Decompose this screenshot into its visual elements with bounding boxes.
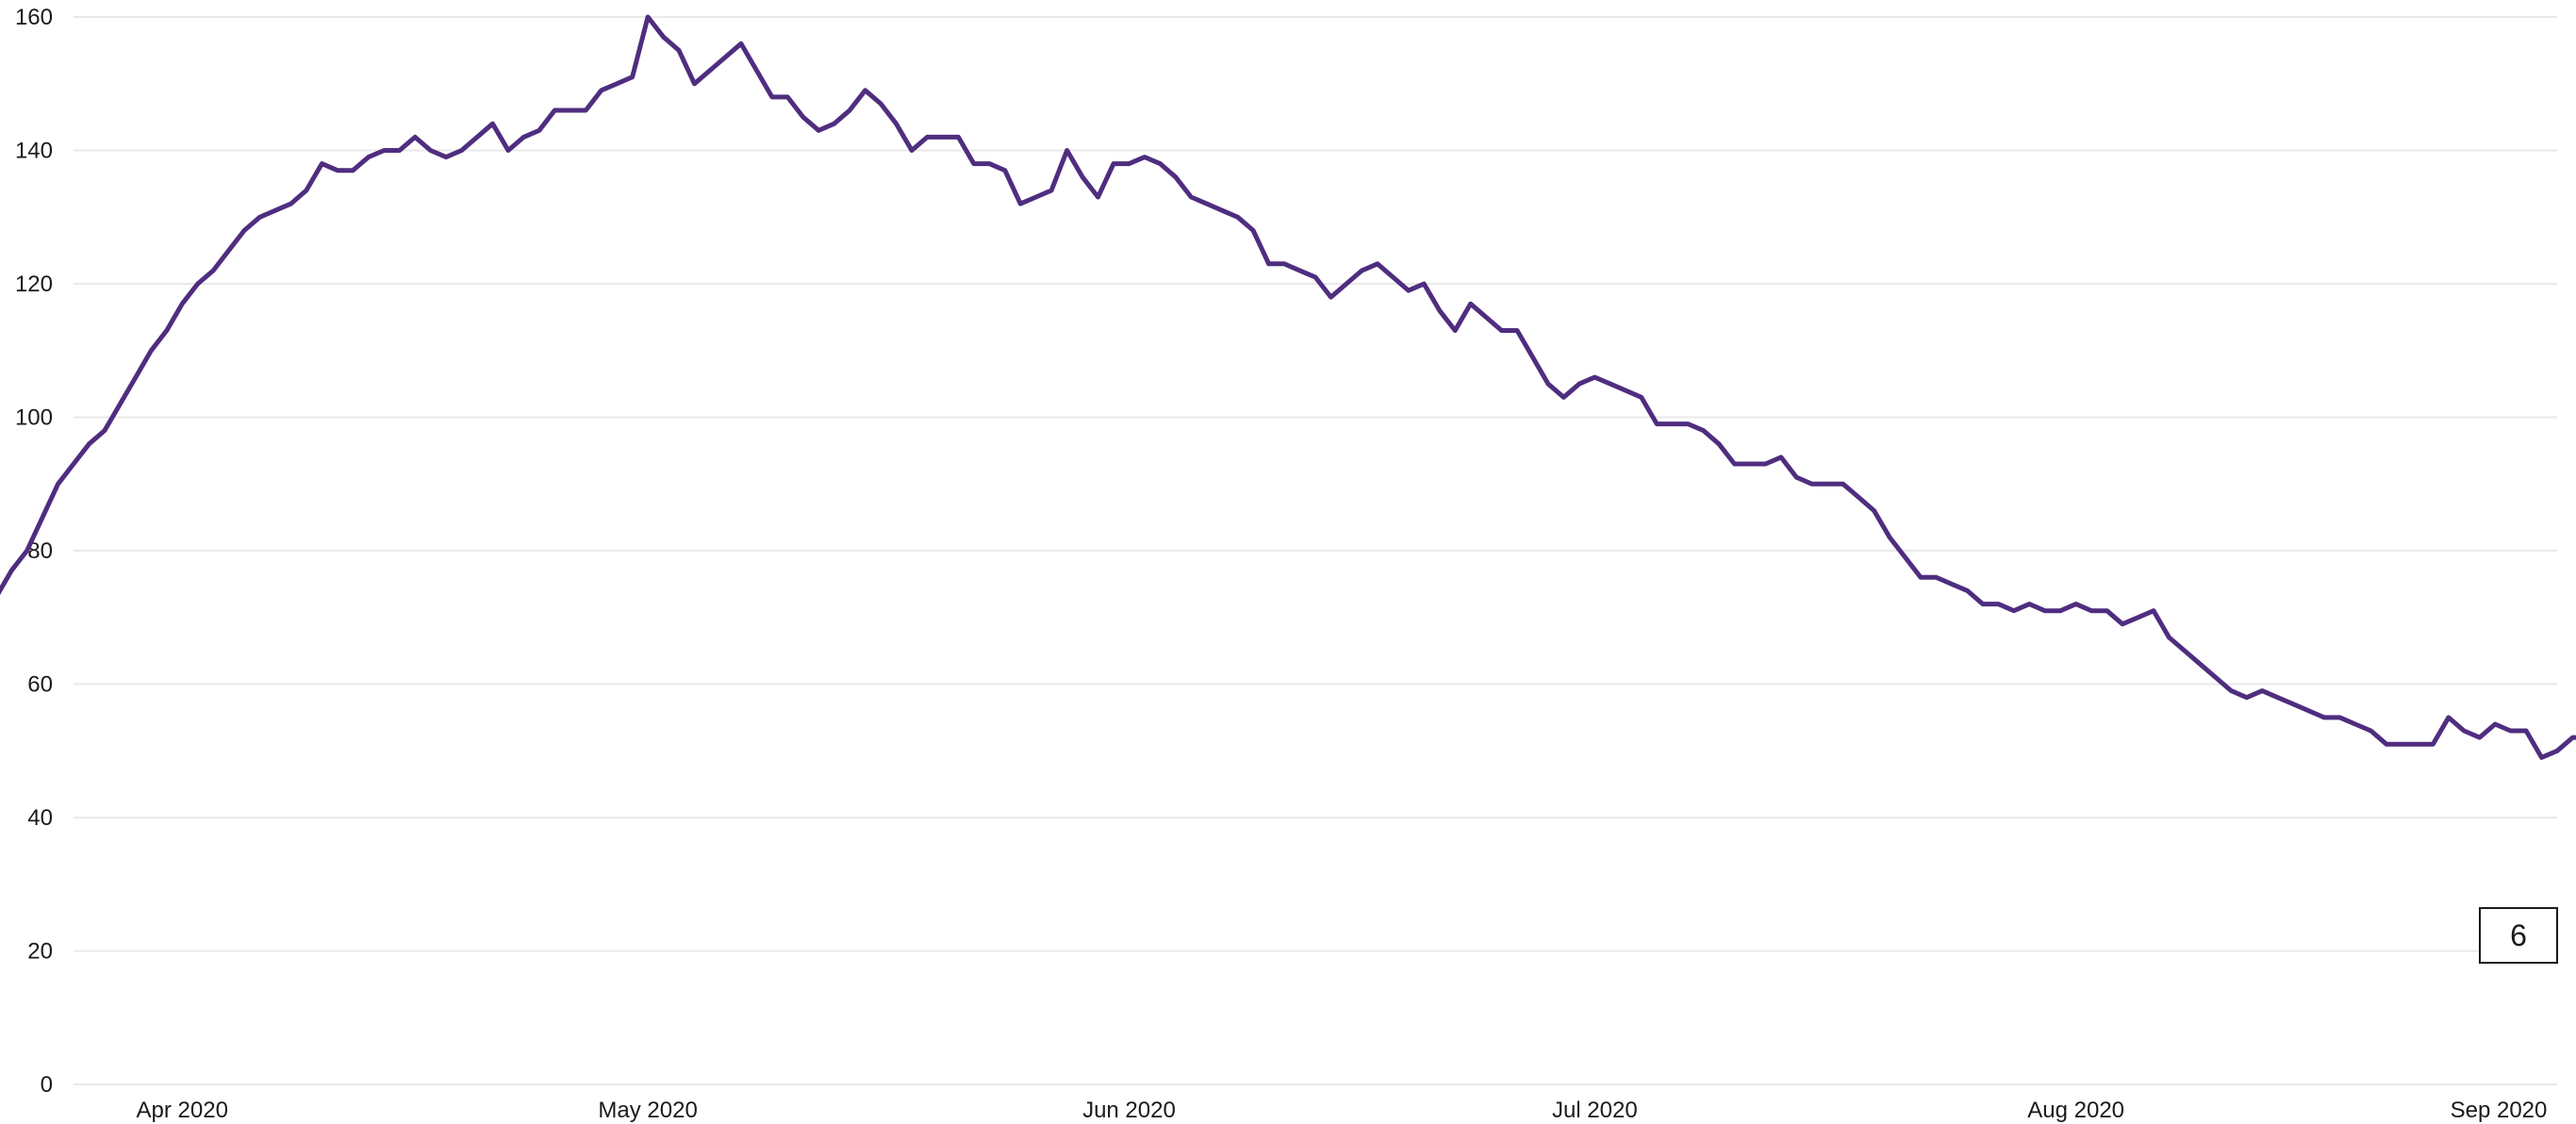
y-tick-label: 160 (15, 5, 53, 30)
y-tick-label: 0 (41, 1072, 53, 1098)
x-tick-label: Sep 2020 (2451, 1098, 2548, 1123)
y-tick-label: 100 (15, 405, 53, 431)
series-line-0 (0, 17, 2576, 1058)
grid-lines (74, 17, 2557, 1084)
y-tick-label: 140 (15, 139, 53, 164)
x-tick-label: May 2020 (598, 1098, 697, 1123)
x-tick-label: Jun 2020 (1082, 1098, 1176, 1123)
x-tick-label: Aug 2020 (2027, 1098, 2124, 1123)
latest-value-label: 6 (2510, 918, 2527, 952)
series-layer (0, 17, 2576, 1058)
y-tick-label: 40 (27, 805, 53, 831)
x-tick-label: Jul 2020 (1552, 1098, 1638, 1123)
x-axis: Apr 2020 May 2020 Jun 2020 Jul 2020 Aug 2020… (137, 1098, 2548, 1123)
y-tick-label: 60 (27, 672, 53, 698)
latest-value-callout: 6 (2480, 908, 2557, 963)
x-tick-label: Apr 2020 (137, 1098, 228, 1123)
y-tick-label: 120 (15, 272, 53, 297)
y-tick-label: 20 (27, 939, 53, 965)
